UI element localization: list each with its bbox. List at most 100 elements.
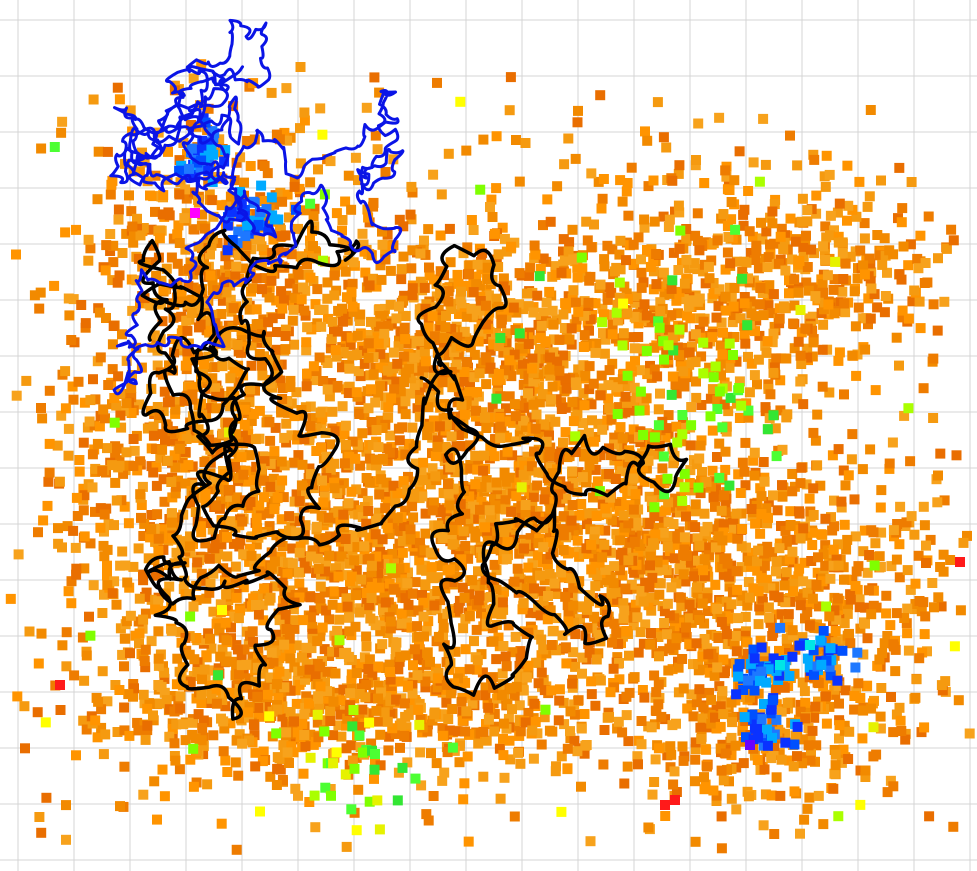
data-point (380, 503, 391, 514)
data-point (385, 299, 396, 310)
data-point (416, 467, 427, 478)
data-point (560, 298, 571, 309)
data-point (649, 511, 660, 522)
data-point (507, 647, 518, 658)
data-point (518, 598, 529, 609)
data-point (702, 587, 713, 598)
data-point (717, 562, 728, 573)
data-point (564, 334, 575, 345)
data-point (282, 189, 293, 200)
data-point (757, 593, 768, 604)
data-point (315, 103, 326, 114)
data-point (174, 238, 185, 248)
data-point (82, 422, 93, 433)
data-point (79, 531, 90, 542)
data-point (713, 633, 724, 643)
data-point (556, 267, 567, 278)
data-point (598, 174, 609, 184)
data-point (650, 529, 661, 540)
data-point (489, 709, 500, 719)
data-point (446, 304, 457, 314)
data-point (435, 595, 446, 606)
data-point (600, 525, 611, 536)
data-point (588, 454, 599, 465)
data-point (686, 402, 697, 412)
data-point (494, 412, 505, 423)
data-point (805, 599, 816, 610)
data-point (441, 443, 452, 454)
data-point (214, 134, 225, 145)
data-point (679, 381, 690, 392)
data-point (443, 488, 454, 499)
data-point (121, 398, 132, 409)
data-point (366, 560, 377, 571)
data-point (307, 628, 318, 639)
data-point (392, 358, 403, 369)
data-point (711, 542, 721, 553)
data-point (454, 309, 464, 319)
data-point (921, 540, 931, 551)
data-point (478, 771, 489, 782)
data-point (759, 652, 770, 663)
data-point (426, 562, 437, 573)
data-point (331, 208, 342, 219)
data-point (551, 589, 562, 599)
data-point (561, 383, 572, 394)
data-point (286, 430, 297, 441)
data-point (523, 562, 534, 573)
data-point (318, 497, 329, 508)
data-point (872, 660, 883, 671)
data-point (394, 435, 405, 446)
data-point (704, 687, 714, 698)
data-point (459, 409, 470, 420)
data-point (132, 717, 143, 728)
data-point (662, 552, 673, 563)
data-point (375, 260, 386, 271)
data-point (491, 565, 502, 576)
data-point (662, 541, 673, 552)
data-point (571, 314, 582, 325)
data-point (407, 501, 418, 512)
data-point (180, 478, 191, 489)
data-point (205, 249, 215, 260)
data-point (755, 635, 766, 646)
data-point (469, 349, 480, 360)
data-point (787, 546, 798, 557)
data-point (611, 528, 622, 539)
data-point (233, 346, 244, 357)
data-point (451, 483, 462, 494)
data-point (234, 541, 245, 552)
data-point (61, 661, 72, 672)
data-point (217, 361, 228, 372)
data-point (375, 349, 386, 360)
data-point (461, 390, 472, 401)
data-point (481, 284, 492, 295)
data-point (586, 689, 597, 700)
data-point (589, 551, 600, 562)
data-point (563, 608, 574, 619)
data-point (415, 330, 426, 341)
data-point (577, 429, 588, 440)
data-point (616, 466, 627, 477)
data-point (542, 560, 553, 571)
data-point (524, 270, 534, 281)
data-point (762, 518, 773, 529)
data-point (787, 254, 798, 265)
data-point (628, 332, 639, 343)
data-point (396, 526, 407, 537)
data-point (94, 307, 105, 318)
data-point (702, 593, 713, 604)
data-point (590, 464, 601, 475)
data-point (329, 426, 340, 437)
data-point (297, 459, 308, 470)
data-point (622, 381, 633, 391)
data-point (617, 631, 628, 642)
data-point (698, 565, 709, 576)
data-point (235, 605, 246, 616)
data-point (470, 532, 481, 543)
data-point (820, 560, 831, 571)
data-point (866, 525, 877, 536)
data-point (256, 326, 267, 336)
data-point (905, 584, 916, 595)
data-point (119, 501, 130, 512)
